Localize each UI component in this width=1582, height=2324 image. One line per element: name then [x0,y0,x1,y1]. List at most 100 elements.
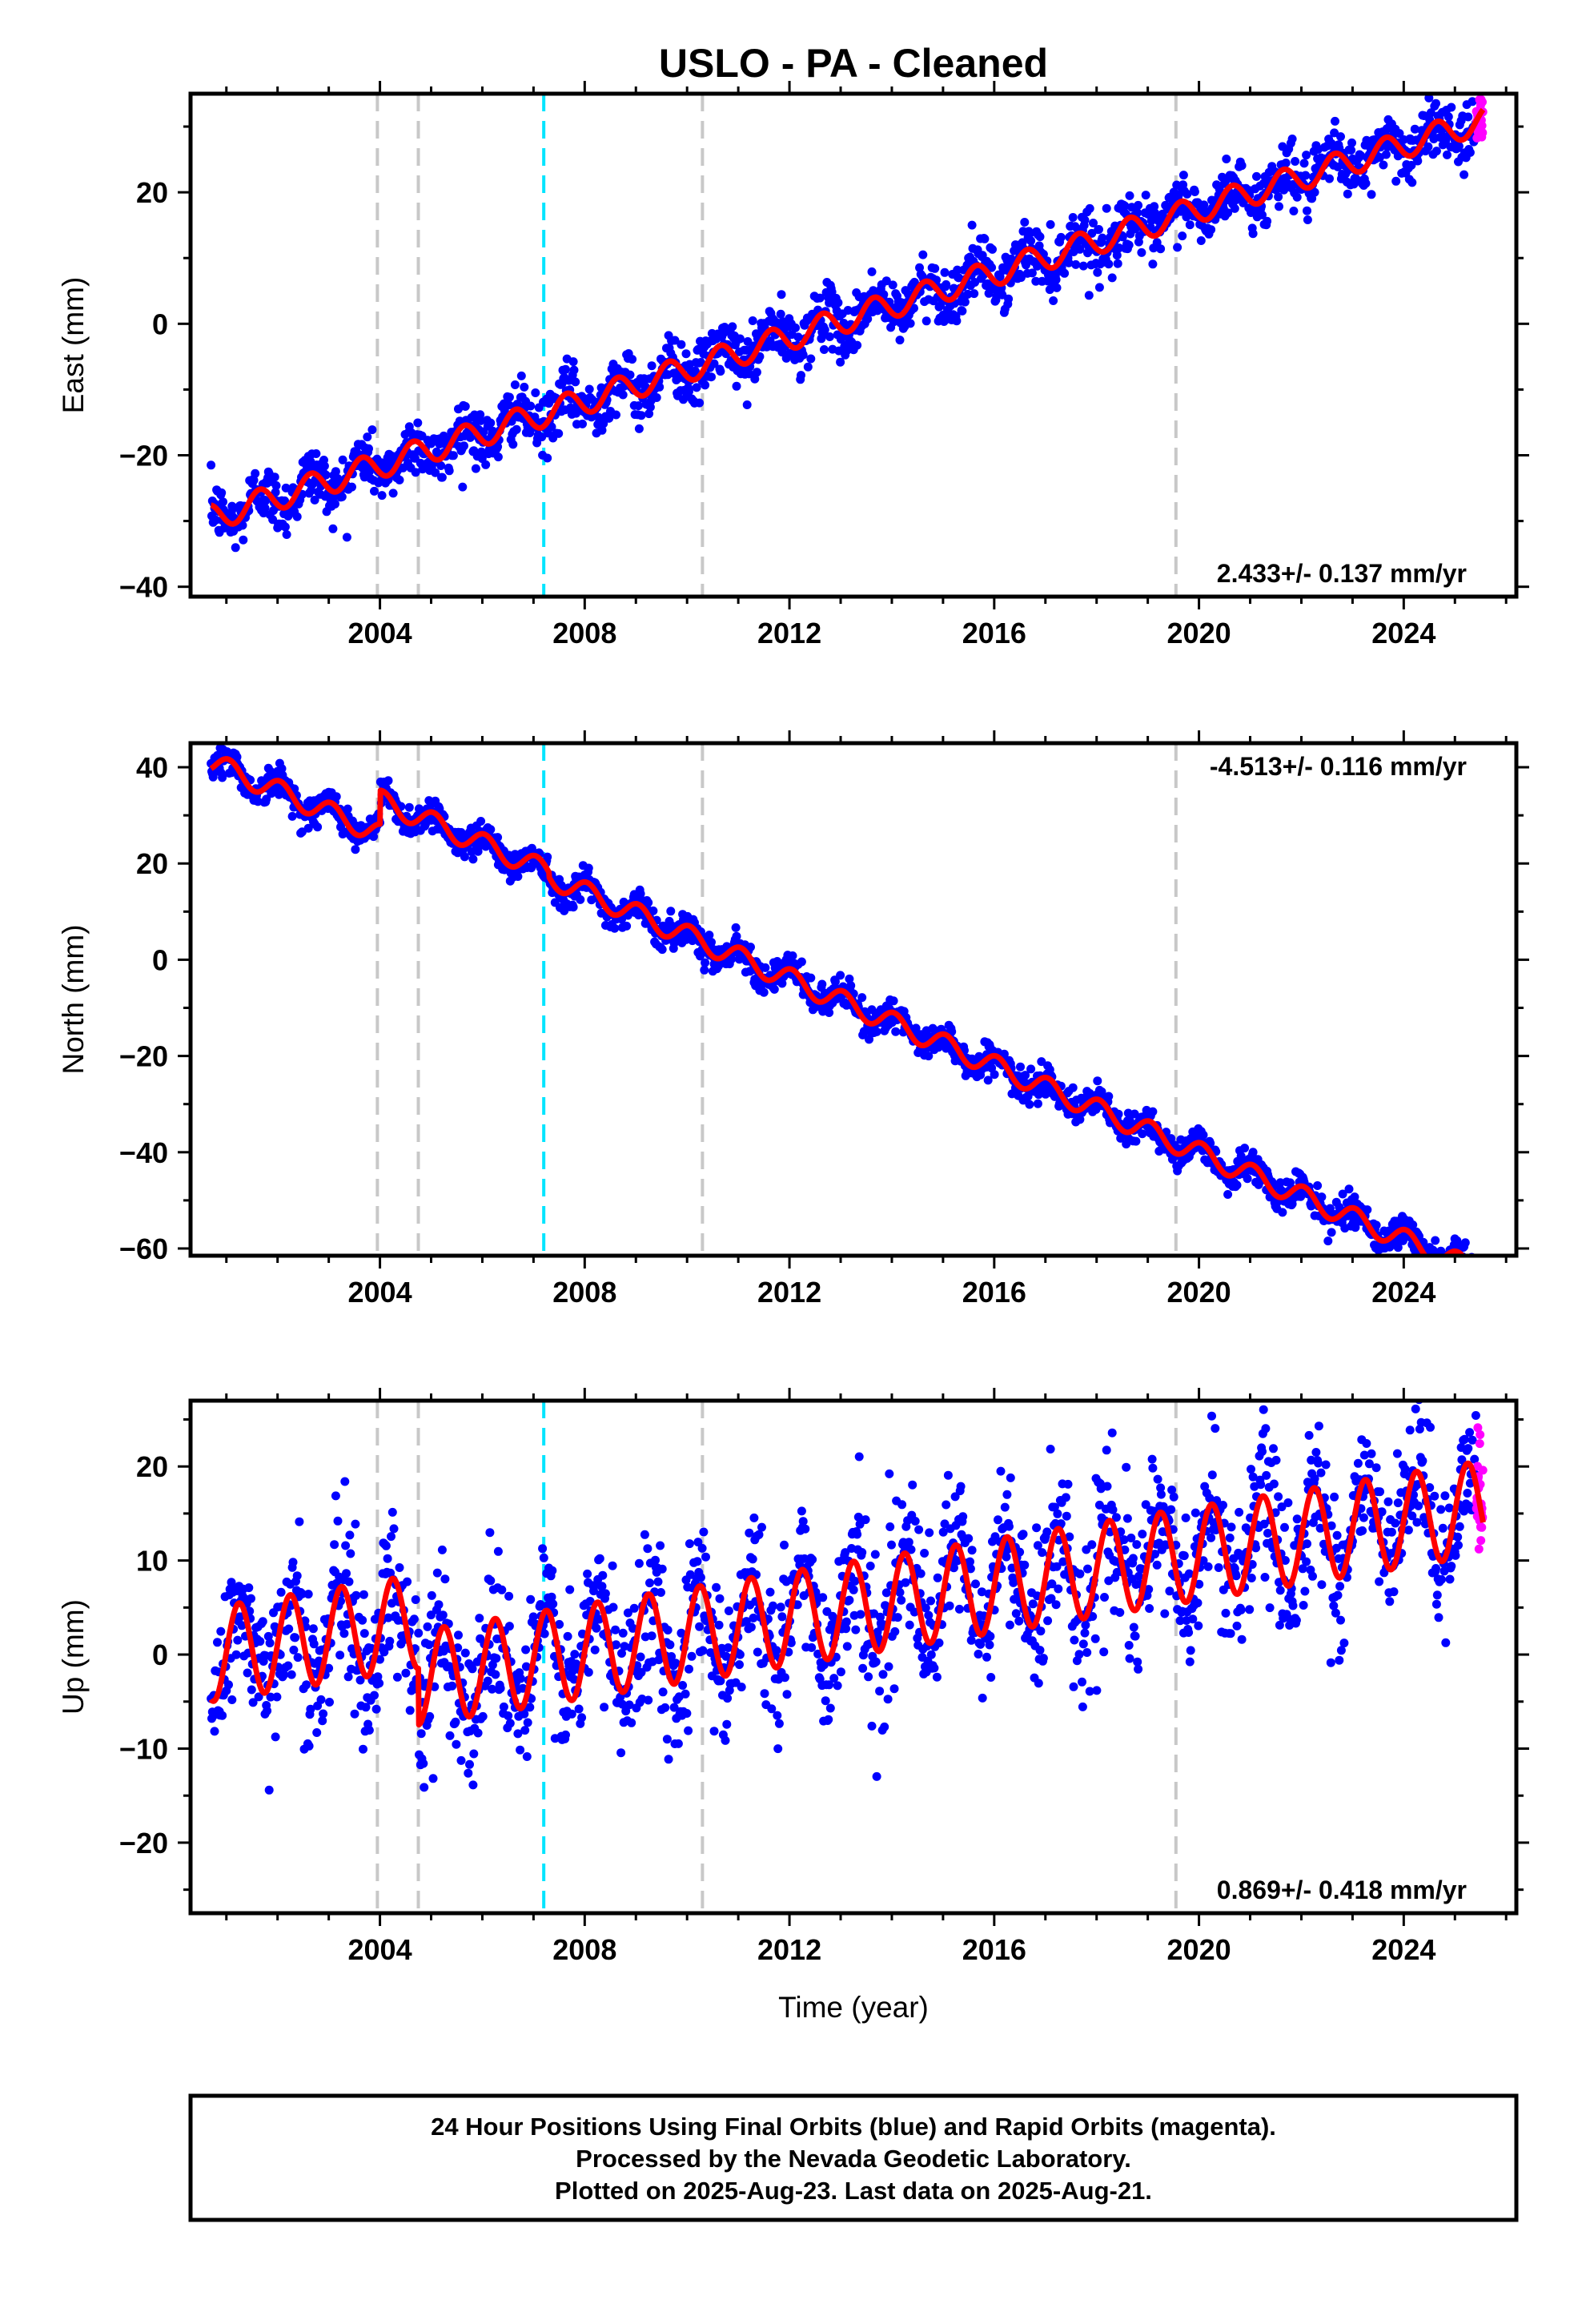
data-point [1178,171,1188,180]
data-point [476,447,486,456]
data-point [1125,191,1134,200]
data-point [1133,208,1142,218]
data-point [867,1721,877,1731]
data-point [842,1642,852,1651]
rapid-orbit-points [1472,1265,1488,1291]
data-point [1068,213,1078,222]
data-point [745,1528,754,1538]
data-point [1464,112,1473,122]
data-point [914,1525,924,1534]
data-point [644,1695,653,1705]
rapid-point [1476,1279,1485,1288]
data-point [715,1594,725,1603]
data-point [644,898,653,907]
data-point [456,1755,466,1765]
data-point [854,1452,864,1462]
data-point [685,1539,694,1549]
data-point [1303,206,1311,215]
x-tick-label: 2024 [1371,1276,1435,1309]
rapid-point [1473,1279,1482,1288]
data-point [432,1568,442,1578]
data-point [986,1631,995,1641]
data-point [282,530,291,539]
data-point [878,1670,888,1679]
data-point [1093,267,1102,277]
data-point [889,1684,899,1694]
data-point [358,1615,367,1625]
data-point [383,1554,392,1563]
data-point [364,1726,374,1735]
data-point [516,371,526,380]
data-point [537,432,547,442]
data-point [1248,1148,1258,1157]
data-point [1056,232,1066,242]
data-point [942,279,951,289]
data-point [1460,170,1469,179]
data-point [319,1709,328,1719]
data-point [942,1500,951,1510]
data-point [1026,1064,1036,1074]
data-point [1002,1490,1012,1499]
data-point [777,1612,787,1622]
data-point [743,337,753,346]
data-point [281,483,291,493]
data-point [1457,1263,1466,1272]
data-point [825,332,834,341]
data-point [526,401,536,411]
data-point [875,1687,885,1696]
data-point [956,1482,966,1491]
data-point [291,1633,300,1642]
data-point [904,1538,913,1547]
data-point [584,384,594,394]
data-point [351,1519,360,1529]
data-point [1301,171,1311,180]
data-point [769,984,779,994]
data-point [434,1600,444,1610]
data-point [413,418,423,428]
data-point [807,1642,817,1652]
data-point [819,345,829,354]
data-point [867,267,877,276]
data-point [600,1589,610,1598]
data-point [481,460,491,469]
data-point [916,1569,926,1578]
data-point [791,323,800,332]
data-point [427,1590,436,1600]
data-point [872,1027,881,1036]
data-point [262,794,271,804]
data-point [618,390,628,400]
data-point [1173,243,1182,252]
x-tick-label: 2020 [1167,617,1231,649]
data-point [404,802,414,812]
data-point [1087,228,1097,238]
data-point [465,1759,474,1769]
data-point [954,273,963,283]
data-point [1141,191,1150,200]
y-tick-label: −60 [119,1232,168,1265]
data-point [1419,1259,1428,1268]
data-point [1118,232,1127,242]
data-point [817,979,827,989]
data-point [833,1681,842,1691]
data-point [530,412,540,422]
data-point [987,263,997,272]
data-point [599,419,608,428]
data-point [578,419,587,428]
rapid-point [1472,1279,1481,1288]
data-point [475,1614,484,1623]
data-point [820,325,829,335]
data-point [1361,179,1371,188]
data-point [677,340,686,349]
x-tick-label: 2008 [552,1276,616,1309]
data-point [1252,171,1261,181]
data-point [722,1719,732,1729]
data-point [880,1722,889,1731]
data-point [335,1651,345,1660]
data-point [836,971,845,980]
data-point [798,1517,808,1526]
data-point [657,945,667,955]
data-point [1016,273,1026,282]
data-point [889,996,898,1006]
data-point [520,1726,530,1735]
data-point [678,1681,688,1690]
